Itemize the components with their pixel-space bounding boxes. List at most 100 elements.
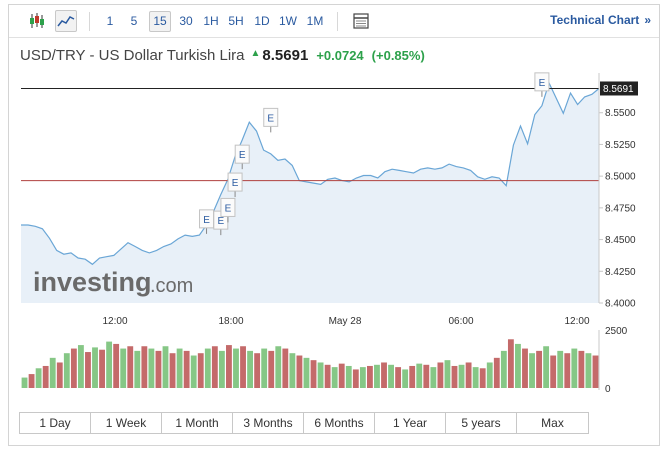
range-3-months[interactable]: 3 Months bbox=[233, 413, 304, 433]
interval-15[interactable]: 15 bbox=[149, 11, 171, 32]
volume-bar bbox=[578, 350, 585, 388]
interval-1d[interactable]: 1D bbox=[254, 14, 270, 28]
range-max[interactable]: Max bbox=[517, 413, 588, 433]
volume-bar bbox=[543, 346, 550, 388]
volume-bar bbox=[571, 348, 578, 388]
volume-bar bbox=[134, 350, 141, 388]
volume-bar bbox=[190, 355, 197, 388]
volume-bar bbox=[176, 348, 183, 388]
current-price-badge bbox=[600, 81, 638, 96]
volume-bar bbox=[374, 364, 380, 388]
volume-bar bbox=[317, 362, 324, 388]
volume-bar bbox=[402, 369, 409, 388]
range-1-week[interactable]: 1 Week bbox=[91, 413, 162, 433]
y-tick-label: 8.4750 bbox=[605, 203, 636, 214]
volume-bar bbox=[381, 362, 387, 388]
volume-bar bbox=[197, 353, 204, 388]
range-1-day[interactable]: 1 Day bbox=[20, 413, 91, 433]
volume-bar bbox=[56, 362, 63, 388]
current-price-label: 8.5691 bbox=[603, 84, 634, 95]
volume-bar bbox=[275, 346, 282, 388]
event-marker: E bbox=[227, 172, 243, 198]
event-label: E bbox=[217, 216, 224, 227]
interval-1w[interactable]: 1W bbox=[279, 14, 297, 28]
y-tick-label: 8.5250 bbox=[605, 140, 636, 151]
volume-bar bbox=[395, 367, 402, 388]
interval-1[interactable]: 1 bbox=[106, 14, 114, 28]
event-box bbox=[227, 172, 243, 192]
volume-bar bbox=[345, 365, 352, 388]
interval-5[interactable]: 5 bbox=[130, 14, 138, 28]
event-marker: E bbox=[534, 72, 550, 97]
volume-bar bbox=[444, 360, 451, 388]
last-price: 8.5691 bbox=[262, 47, 309, 64]
volume-bar bbox=[254, 353, 261, 388]
range-5-years[interactable]: 5 years bbox=[446, 413, 517, 433]
x-tick-label: 12:00 bbox=[102, 316, 127, 327]
interval-1m[interactable]: 1M bbox=[306, 14, 324, 28]
event-label: E bbox=[225, 203, 232, 214]
volume-bar bbox=[127, 346, 134, 388]
interval-30[interactable]: 30 bbox=[179, 14, 193, 28]
data-table-icon[interactable] bbox=[350, 10, 372, 32]
volume-bar bbox=[331, 367, 338, 388]
price-area bbox=[21, 82, 599, 304]
watermark-text: investing bbox=[33, 267, 152, 297]
volume-bar bbox=[183, 350, 190, 388]
volume-bar bbox=[169, 353, 176, 388]
volume-bar bbox=[303, 357, 310, 388]
volume-bar bbox=[493, 357, 500, 388]
range-1-month[interactable]: 1 Month bbox=[162, 413, 233, 433]
technical-chart-link[interactable]: Technical Chart » bbox=[550, 13, 651, 27]
event-marker: E bbox=[234, 144, 250, 170]
volume-bar bbox=[585, 353, 592, 388]
volume-bar bbox=[507, 339, 514, 388]
volume-bar bbox=[162, 346, 169, 388]
y-tick-label: 8.5000 bbox=[605, 172, 636, 183]
toolbar-divider bbox=[337, 12, 338, 31]
volume-bar bbox=[282, 348, 289, 388]
watermark-suffix: .com bbox=[150, 275, 193, 297]
event-label: E bbox=[267, 113, 274, 124]
event-box bbox=[234, 144, 250, 164]
range-1-year[interactable]: 1 Year bbox=[375, 413, 446, 433]
double-chevron-right-icon: » bbox=[644, 13, 651, 27]
volume-bar bbox=[352, 369, 359, 388]
chart-toolbar: 1 5 15 30 1H 5H 1D 1W 1M Technical Chart… bbox=[9, 5, 659, 38]
event-label: E bbox=[539, 78, 546, 89]
volume-bar bbox=[430, 367, 437, 388]
volume-bar bbox=[77, 345, 84, 388]
range-6-months[interactable]: 6 Months bbox=[304, 413, 375, 433]
interval-5h[interactable]: 5H bbox=[228, 14, 244, 28]
chart-widget: 1 5 15 30 1H 5H 1D 1W 1M Technical Chart… bbox=[8, 4, 660, 446]
volume-bar bbox=[141, 346, 148, 388]
volume-bar bbox=[522, 348, 528, 388]
volume-bar bbox=[218, 350, 225, 388]
volume-bar bbox=[529, 353, 535, 388]
volume-bar bbox=[296, 355, 303, 388]
price-line bbox=[21, 81, 600, 266]
volume-bar bbox=[233, 348, 239, 388]
event-box bbox=[220, 197, 236, 217]
volume-bar bbox=[536, 350, 543, 388]
volume-bar bbox=[388, 364, 394, 388]
volume-bar bbox=[500, 350, 507, 388]
volume-bar bbox=[550, 355, 557, 388]
area-chart-icon[interactable] bbox=[55, 10, 77, 32]
candlestick-chart-icon[interactable] bbox=[26, 10, 48, 32]
volume-bar bbox=[289, 353, 296, 388]
volume-bar bbox=[226, 345, 232, 388]
toolbar-divider bbox=[89, 12, 90, 31]
volume-bar bbox=[120, 348, 127, 388]
volume-bar bbox=[70, 348, 77, 388]
volume-bar bbox=[240, 346, 246, 388]
y-tick-label: 8.5500 bbox=[605, 108, 636, 119]
volume-bar bbox=[557, 350, 564, 388]
volume-bar bbox=[99, 349, 105, 388]
price-change: +0.0724 bbox=[316, 48, 364, 63]
volume-bar bbox=[21, 377, 28, 388]
interval-1h[interactable]: 1H bbox=[203, 14, 219, 28]
event-label: E bbox=[203, 215, 210, 226]
volume-bar bbox=[359, 367, 366, 388]
